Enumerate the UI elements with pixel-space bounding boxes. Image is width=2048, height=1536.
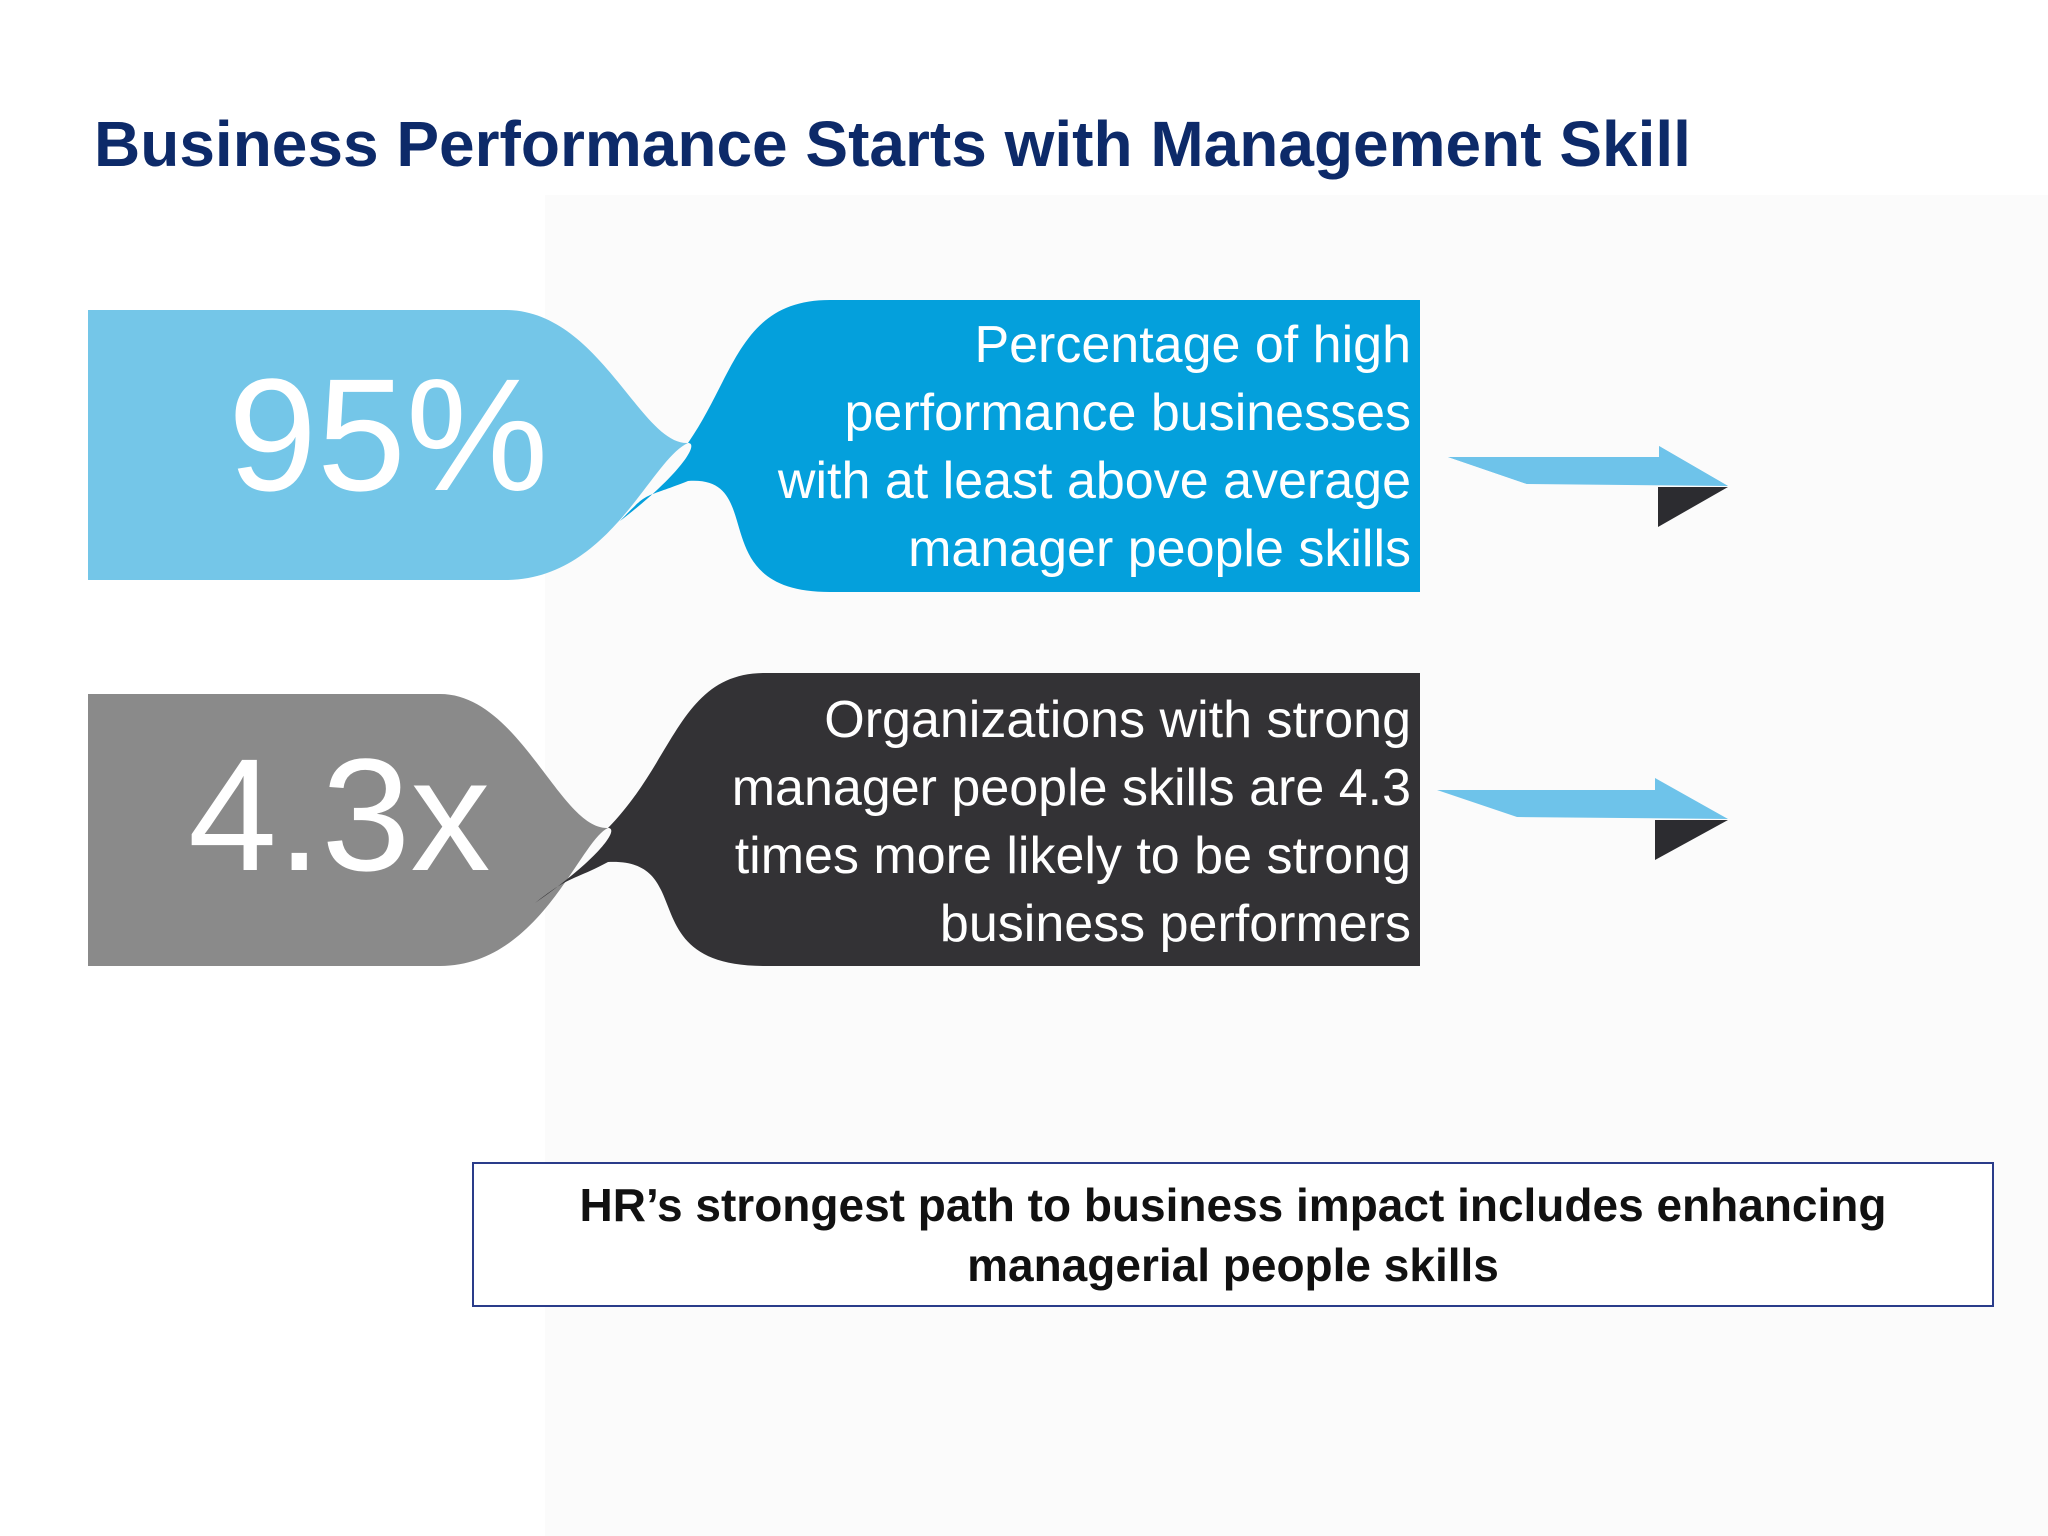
callout-line: HR’s strongest path to business impact i… [579, 1178, 1887, 1231]
stat-value-95-percent: 95% [228, 345, 549, 524]
stat-description-line: with at least above average [777, 452, 1411, 510]
stat2-value-shape [88, 694, 608, 966]
stat-description-line: performance businesses [844, 384, 1411, 442]
stat2-desc-shape [535, 673, 1420, 966]
stat-description-line: business performers [939, 895, 1411, 953]
callout-box: HR’s strongest path to business impact i… [472, 1162, 1994, 1307]
stat-description-line: Organizations with strong [824, 691, 1411, 749]
stat1-desc-shape [620, 300, 1420, 592]
stat-description: Percentage of high performance businesse… [778, 311, 1411, 583]
stat-description-line: manager people skills are 4.3 [731, 759, 1411, 817]
stat-description-line: manager people skills [908, 520, 1411, 578]
right-arrow-icon [1448, 446, 1728, 527]
stat1-value-shape [88, 310, 688, 580]
stat-description-line: times more likely to be strong [734, 827, 1411, 885]
callout-line: managerial people skills [967, 1238, 1499, 1291]
right-arrow-icon [1437, 778, 1728, 860]
stat-description-line: Percentage of high [974, 316, 1411, 374]
slide-title: Business Performance Starts with Managem… [94, 108, 1691, 180]
stat-value-4-3x: 4.3x [188, 725, 491, 904]
stat-description: Organizations with strong manager people… [732, 686, 1411, 958]
